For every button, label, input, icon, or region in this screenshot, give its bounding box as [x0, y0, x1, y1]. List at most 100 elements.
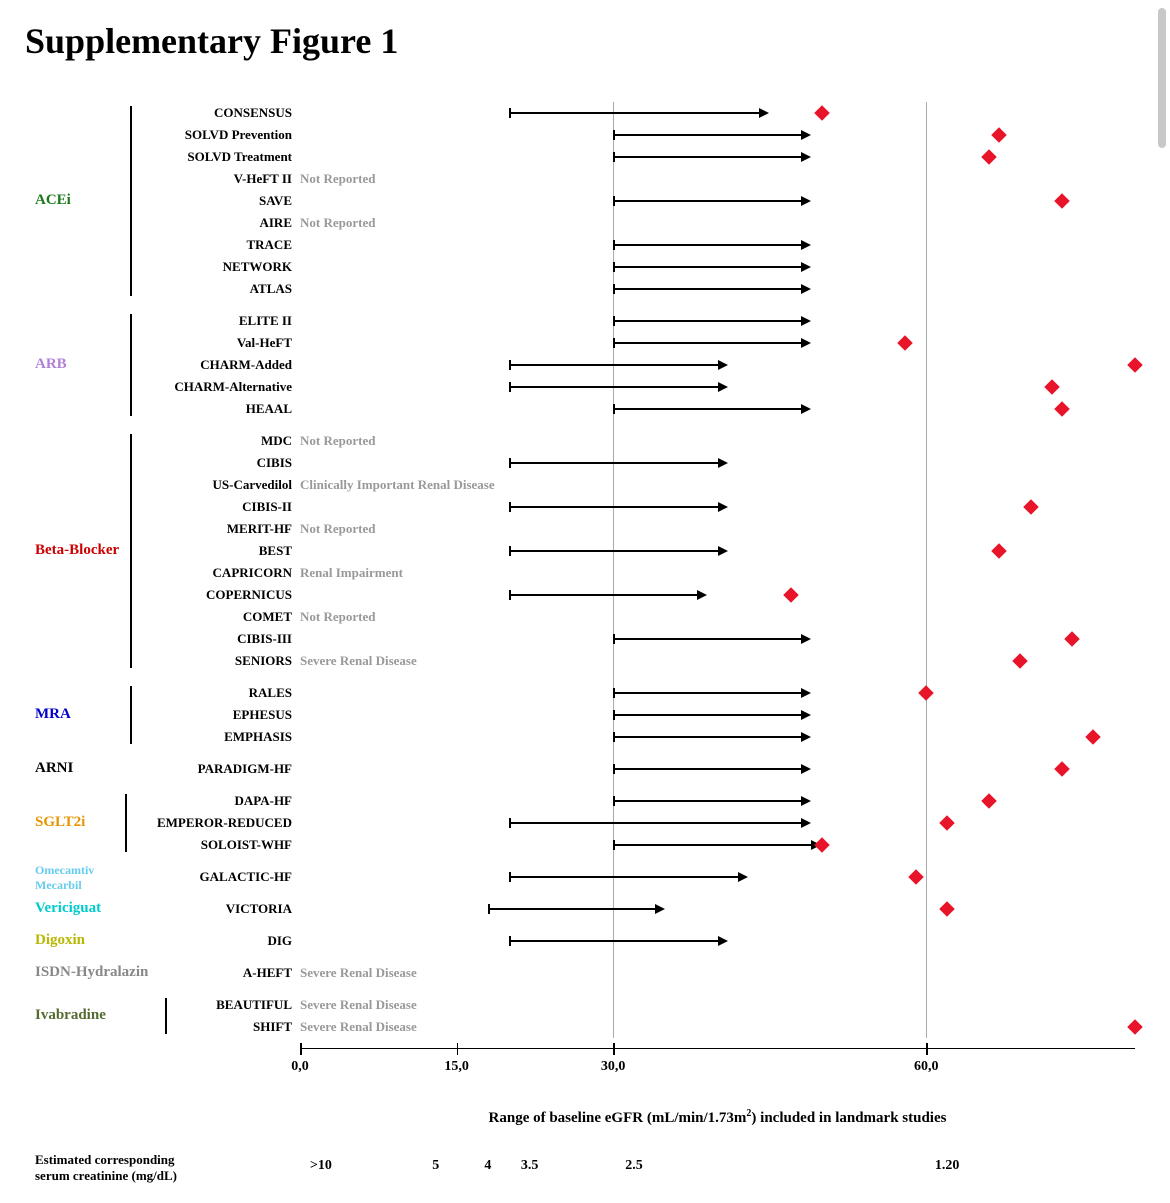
- range-arrow-head: [718, 458, 728, 468]
- range-arrow-head: [801, 262, 811, 272]
- creatinine-tick: 4: [484, 1158, 491, 1174]
- study-plot: Not Reported: [300, 518, 1135, 540]
- study-row: ATLAS: [35, 278, 1135, 300]
- study-row: CIBIS: [35, 452, 1135, 474]
- diamond-marker: [1012, 653, 1028, 669]
- range-arrow-head: [718, 936, 728, 946]
- range-arrow-head: [801, 634, 811, 644]
- axis-tick-label: 60,0: [914, 1059, 939, 1075]
- range-arrow-head: [801, 710, 811, 720]
- range-line: [509, 112, 760, 114]
- study-label: SOLOIST-WHF: [135, 837, 300, 853]
- study-plot: [300, 930, 1135, 952]
- range-line: [613, 736, 801, 738]
- diamond-marker: [1127, 1019, 1143, 1035]
- study-row: SAVE: [35, 190, 1135, 212]
- study-row: DIG: [35, 930, 1135, 952]
- drug-group: ACEiCONSENSUSSOLVD PreventionSOLVD Treat…: [35, 102, 1135, 300]
- range-arrow-head: [718, 546, 728, 556]
- axis-tick: [613, 1043, 615, 1055]
- creatinine-axis: Estimated corresponding serum creatinine…: [35, 1152, 1135, 1183]
- range-arrow-head: [697, 590, 707, 600]
- diamond-marker: [1023, 499, 1039, 515]
- study-plot: Severe Renal Disease: [300, 650, 1135, 672]
- study-row: CHARM-Added: [35, 354, 1135, 376]
- axis-tick-label: 30,0: [601, 1059, 626, 1075]
- drug-group: IvabradineBEAUTIFULSevere Renal DiseaseS…: [35, 994, 1135, 1038]
- study-plot: [300, 234, 1135, 256]
- range-line: [488, 908, 655, 910]
- study-plot: [300, 704, 1135, 726]
- note-text: Severe Renal Disease: [300, 965, 417, 981]
- study-label: PARADIGM-HF: [135, 761, 300, 777]
- range-line: [613, 714, 801, 716]
- study-plot: Not Reported: [300, 430, 1135, 452]
- diamond-marker: [939, 901, 955, 917]
- drug-group: ARBELITE IIVal-HeFTCHARM-AddedCHARM-Alte…: [35, 310, 1135, 420]
- study-label: BEST: [135, 543, 300, 559]
- study-plot: [300, 452, 1135, 474]
- axis-tick-label: 0,0: [291, 1059, 309, 1075]
- diamond-marker: [992, 127, 1008, 143]
- axis-tick: [300, 1043, 302, 1055]
- range-arrow-head: [718, 502, 728, 512]
- study-plot: [300, 682, 1135, 704]
- diamond-marker: [918, 685, 934, 701]
- creatinine-tick: 2.5: [625, 1158, 643, 1174]
- study-row: RALES: [35, 682, 1135, 704]
- study-label: CIBIS-III: [135, 631, 300, 647]
- study-row: BEAUTIFULSevere Renal Disease: [35, 994, 1135, 1016]
- drug-group: ISDN-HydralazinA-HEFTSevere Renal Diseas…: [35, 962, 1135, 984]
- study-plot: [300, 834, 1135, 856]
- study-plot: [300, 310, 1135, 332]
- study-plot: [300, 332, 1135, 354]
- axis-tick-label: 15,0: [444, 1059, 469, 1075]
- range-arrow-head: [801, 338, 811, 348]
- range-line: [509, 506, 718, 508]
- x-axis-title: Range of baseline eGFR (mL/min/1.73m2) i…: [300, 1108, 1135, 1127]
- range-arrow-head: [759, 108, 769, 118]
- study-plot: [300, 496, 1135, 518]
- study-label: SHIFT: [135, 1019, 300, 1035]
- study-row: SHIFTSevere Renal Disease: [35, 1016, 1135, 1038]
- study-label: EPHESUS: [135, 707, 300, 723]
- study-plot: Severe Renal Disease: [300, 994, 1135, 1016]
- scrollbar[interactable]: [1158, 8, 1166, 148]
- study-plot: [300, 540, 1135, 562]
- study-plot: Severe Renal Disease: [300, 1016, 1135, 1038]
- study-label: SOLVD Treatment: [135, 149, 300, 165]
- study-row: CHARM-Alternative: [35, 376, 1135, 398]
- note-text: Severe Renal Disease: [300, 1019, 417, 1035]
- range-line: [613, 156, 801, 158]
- study-row: SENIORSSevere Renal Disease: [35, 650, 1135, 672]
- study-label: Val-HeFT: [135, 335, 300, 351]
- study-plot: [300, 790, 1135, 812]
- study-plot: Not Reported: [300, 606, 1135, 628]
- diamond-marker: [1054, 193, 1070, 209]
- creatinine-label-1: Estimated corresponding: [35, 1152, 255, 1168]
- range-line: [509, 364, 718, 366]
- study-row: CIBIS-II: [35, 496, 1135, 518]
- study-label: US-Carvedilol: [135, 477, 300, 493]
- plot-body: ACEiCONSENSUSSOLVD PreventionSOLVD Treat…: [35, 102, 1135, 1038]
- study-label: A-HEFT: [135, 965, 300, 981]
- range-line: [613, 134, 801, 136]
- study-label: COPERNICUS: [135, 587, 300, 603]
- range-line: [613, 320, 801, 322]
- range-line: [613, 200, 801, 202]
- range-line: [613, 408, 801, 410]
- range-arrow-head: [801, 764, 811, 774]
- range-arrow-head: [801, 316, 811, 326]
- study-row: GALACTIC-HF: [35, 866, 1135, 888]
- study-plot: [300, 812, 1135, 834]
- study-row: A-HEFTSevere Renal Disease: [35, 962, 1135, 984]
- range-line: [509, 386, 718, 388]
- study-label: TRACE: [135, 237, 300, 253]
- study-row: SOLVD Treatment: [35, 146, 1135, 168]
- drug-group: OmecamtivMecarbilGALACTIC-HF: [35, 866, 1135, 888]
- axis-tick: [926, 1043, 928, 1055]
- study-row: NETWORK: [35, 256, 1135, 278]
- range-arrow-head: [738, 872, 748, 882]
- range-arrow-head: [801, 196, 811, 206]
- study-row: EPHESUS: [35, 704, 1135, 726]
